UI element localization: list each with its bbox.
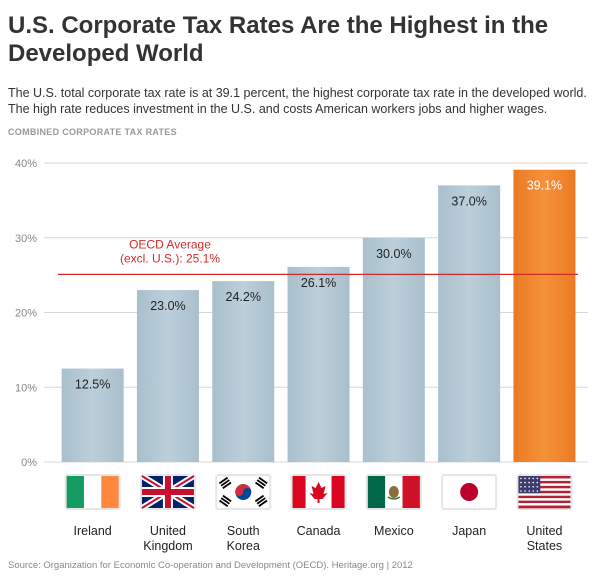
category-label: United xyxy=(526,524,562,538)
mexico-flag xyxy=(367,476,420,508)
y-tick-label: 30% xyxy=(15,233,37,245)
bar-value-label: 39.1% xyxy=(527,179,562,193)
y-tick-label: 10% xyxy=(15,382,37,394)
category-label: Ireland xyxy=(74,524,112,538)
category-label: Japan xyxy=(452,524,486,538)
oecd-average-label: OECD Average xyxy=(129,237,211,251)
chart-title: U.S. Corporate Tax Rates Are the Highest… xyxy=(8,12,549,67)
category-label: Canada xyxy=(297,524,341,538)
category-label: Mexico xyxy=(374,524,414,538)
category-label: United xyxy=(150,524,186,538)
bar xyxy=(212,281,275,462)
category-label: South xyxy=(227,524,260,538)
chart-subtitle: The U.S. total corporate tax rate is at … xyxy=(8,86,587,116)
bar-value-label: 30.0% xyxy=(376,247,411,261)
ireland-flag xyxy=(66,476,119,508)
bar-chart: 0% 10% 20% 30% 40% 12.5% 23.0% 24.2% 26.1% 30.0%… xyxy=(15,158,588,553)
japan-flag xyxy=(443,476,496,508)
bar xyxy=(513,169,576,463)
south-korea-flag xyxy=(217,476,270,508)
canada-flag xyxy=(292,476,345,508)
y-tick-label: 0% xyxy=(21,457,37,469)
bar xyxy=(362,237,425,462)
bar-value-label: 37.0% xyxy=(451,194,486,208)
bar-value-label: 12.5% xyxy=(75,378,110,392)
uk-flag xyxy=(140,473,196,511)
bar xyxy=(438,185,501,463)
bar xyxy=(287,266,350,462)
bar-value-label: 23.0% xyxy=(150,299,185,313)
category-label: Kingdom xyxy=(143,539,192,553)
source-note: Source: Organization for Economic Co-ope… xyxy=(8,560,413,571)
section-label: COMBINED CORPORATE TAX RATES xyxy=(8,127,177,137)
y-tick-label: 40% xyxy=(15,158,37,170)
us-flag xyxy=(518,476,571,509)
y-tick-label: 20% xyxy=(15,308,37,320)
bar xyxy=(136,290,199,462)
bar-value-label: 26.1% xyxy=(301,276,336,290)
category-label: States xyxy=(527,539,562,553)
bar xyxy=(61,368,124,462)
oecd-average-label: (excl. U.S.): 25.1% xyxy=(120,251,220,265)
bar-value-label: 24.2% xyxy=(226,290,261,304)
category-label: Korea xyxy=(227,539,260,553)
